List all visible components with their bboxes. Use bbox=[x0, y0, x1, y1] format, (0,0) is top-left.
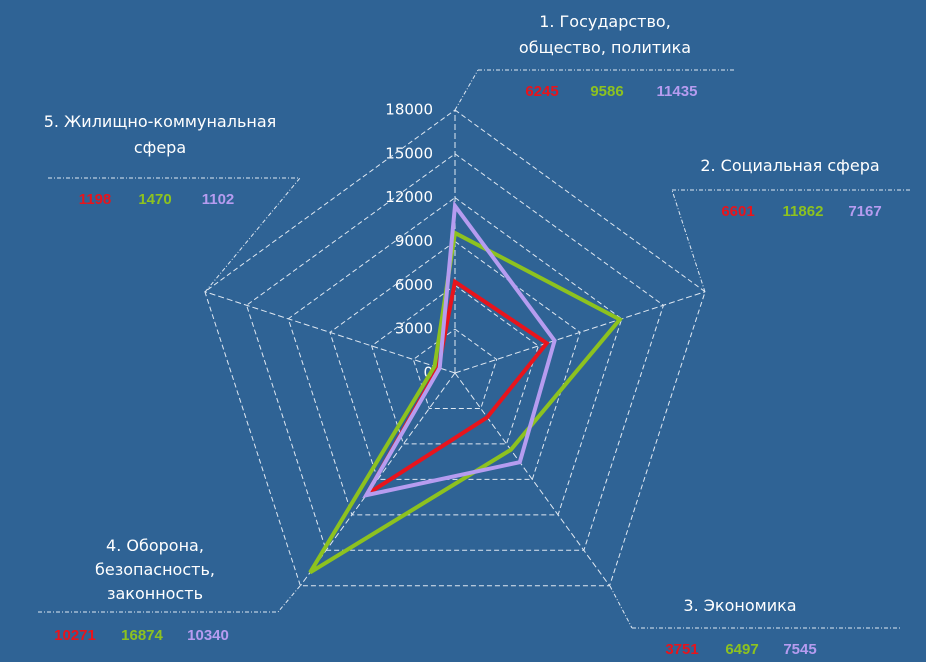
label-connector bbox=[671, 189, 706, 293]
y-tick-label: 18000 bbox=[385, 101, 433, 119]
value-label: 11862 bbox=[783, 203, 824, 220]
axis-line bbox=[454, 291, 706, 374]
y-tick-label: 12000 bbox=[385, 188, 433, 206]
grid-line bbox=[371, 284, 539, 445]
label-connector bbox=[454, 69, 479, 111]
label-connector bbox=[609, 585, 633, 629]
label-connector bbox=[204, 177, 301, 293]
grid-line bbox=[287, 197, 623, 516]
value-label: 1198 bbox=[79, 191, 112, 208]
grid-line bbox=[245, 153, 665, 551]
value-label: 3751 bbox=[665, 641, 698, 658]
category-label: 1. Государство, общество, политика bbox=[519, 12, 691, 57]
grid-line bbox=[412, 328, 498, 409]
y-tick-label: 0 bbox=[423, 364, 433, 382]
axis-line bbox=[300, 372, 456, 587]
value-label: 7545 bbox=[783, 641, 816, 658]
grid-line bbox=[204, 109, 706, 587]
value-label: 16874 bbox=[121, 627, 163, 644]
value-label: 10340 bbox=[187, 627, 229, 644]
series-line bbox=[308, 229, 623, 575]
value-label: 1470 bbox=[138, 191, 171, 208]
category-label: 5. Жилищно-коммунальная сфера bbox=[44, 112, 277, 157]
value-label: 6497 bbox=[725, 641, 758, 658]
value-label: 10271 bbox=[54, 627, 96, 644]
y-tick-label: 6000 bbox=[395, 276, 433, 294]
y-tick-label: 15000 bbox=[385, 144, 433, 162]
value-label: 7167 bbox=[848, 203, 881, 220]
value-label: 6601 bbox=[721, 203, 754, 220]
series-line bbox=[362, 200, 557, 499]
category-label: 2. Социальная сфера bbox=[700, 156, 879, 175]
value-label: 9586 bbox=[590, 83, 623, 100]
grid-line bbox=[329, 240, 581, 480]
value-label: 6245 bbox=[525, 83, 558, 100]
value-label: 1102 bbox=[202, 191, 235, 208]
label-connector bbox=[277, 585, 301, 613]
axis-line bbox=[454, 372, 610, 587]
axis-line bbox=[204, 291, 456, 374]
y-tick-label: 3000 bbox=[395, 320, 433, 338]
category-label: 3. Экономика bbox=[683, 596, 796, 615]
category-label: 4. Оборона, безопасность, законность bbox=[95, 536, 215, 603]
value-label: 11435 bbox=[657, 83, 698, 100]
y-tick-label: 9000 bbox=[395, 232, 433, 250]
